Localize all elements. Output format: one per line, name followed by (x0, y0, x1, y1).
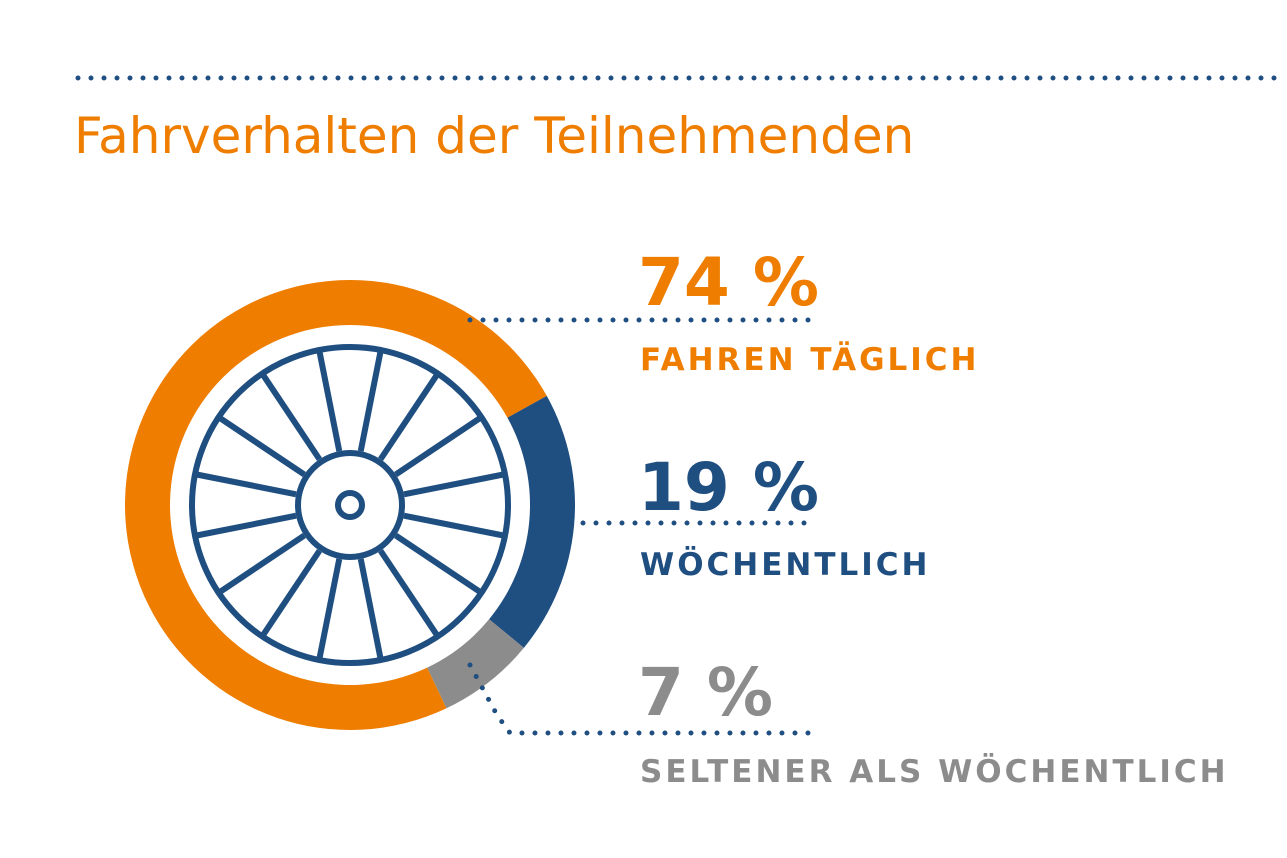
spoke (217, 533, 306, 595)
spoke (316, 558, 343, 660)
category-label: FAHREN TÄGLICH (640, 342, 980, 378)
spoke (217, 415, 306, 477)
wheel-icon (189, 344, 511, 666)
spoke (357, 350, 384, 452)
category-label: SELTENER ALS WÖCHENTLICH (640, 753, 1229, 790)
value-label: 19 % (638, 449, 819, 526)
spoke (394, 415, 483, 477)
value-label: 7 % (638, 654, 773, 731)
spoke (378, 549, 440, 638)
spoke (378, 372, 440, 461)
spoke (260, 549, 322, 638)
donut-segment (489, 395, 576, 648)
category-label: WÖCHENTLICH (640, 546, 931, 583)
hub-center (335, 490, 365, 520)
donut-segment (427, 619, 524, 709)
hub (295, 450, 405, 560)
leader-line (467, 662, 813, 736)
spoke (260, 372, 322, 461)
spoke (403, 471, 505, 498)
spoke (357, 558, 384, 660)
value-label: 74 % (638, 244, 819, 321)
spoke (403, 512, 505, 539)
spoke (316, 350, 343, 452)
spoke (394, 533, 483, 595)
chart-title: Fahrverhalten der Teilnehmenden (74, 107, 914, 165)
rim (189, 344, 511, 666)
spoke (195, 471, 297, 498)
spoke (195, 512, 297, 539)
